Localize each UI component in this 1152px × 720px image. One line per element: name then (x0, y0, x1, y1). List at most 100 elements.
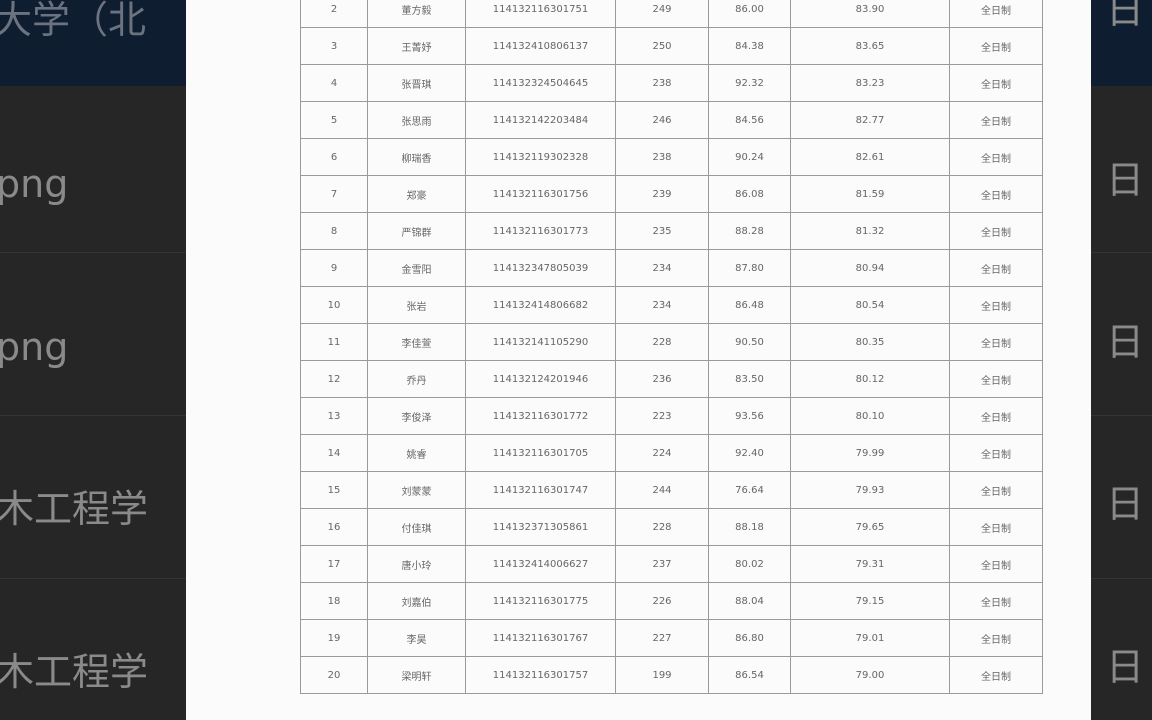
table-row: 9 金雪阳 114132347805039 234 87.80 80.94 全日制 (300, 249, 1043, 287)
table-row: 8 严锦群 114132116301773 235 88.28 81.32 全日制 (300, 212, 1043, 250)
bg-title: 大学（北 (0, 0, 147, 42)
table-cell: 76.64 (708, 471, 791, 509)
table-row: 17 唐小玲 114132414006627 237 80.02 79.31 全日制 (300, 545, 1043, 583)
table-cell: 244 (615, 471, 709, 509)
bg-date: 日 (1106, 158, 1145, 202)
table-cell: 81.32 (790, 212, 950, 250)
table-cell: 80.10 (790, 397, 950, 435)
table-cell: 全日制 (949, 27, 1043, 65)
table-cell: 全日制 (949, 286, 1043, 324)
table-cell: 郑豪 (367, 175, 466, 213)
table-cell: 88.18 (708, 508, 791, 546)
table-cell: 全日制 (949, 397, 1043, 435)
table-cell: 全日制 (949, 656, 1043, 694)
table-cell: 全日制 (949, 249, 1043, 287)
table-row: 11 李佳萱 114132141105290 228 90.50 80.35 全日制 (300, 323, 1043, 361)
table-cell: 79.01 (790, 619, 950, 657)
table-cell: 80.94 (790, 249, 950, 287)
table-cell: 114132116301775 (465, 582, 616, 620)
table-cell: 88.04 (708, 582, 791, 620)
table-cell: 4 (300, 64, 368, 102)
table-cell: 114132124201946 (465, 360, 616, 398)
table-row: 14 姚睿 114132116301705 224 92.40 79.99 全日制 (300, 434, 1043, 472)
table-row: 16 付佳琪 114132371305861 228 88.18 79.65 全日制 (300, 508, 1043, 546)
table-cell: 86.48 (708, 286, 791, 324)
table-cell: 235 (615, 212, 709, 250)
table-cell: 全日制 (949, 582, 1043, 620)
table-row: 4 张晋琪 114132324504645 238 92.32 83.23 全日制 (300, 64, 1043, 102)
table-cell: 238 (615, 64, 709, 102)
table-cell: 刘蒙蒙 (367, 471, 466, 509)
table-cell: 79.65 (790, 508, 950, 546)
table-cell: 全日制 (949, 212, 1043, 250)
table-cell: 乔丹 (367, 360, 466, 398)
table-cell: 114132116301705 (465, 434, 616, 472)
table-cell: 金雪阳 (367, 249, 466, 287)
table-cell: 严锦群 (367, 212, 466, 250)
table-cell: 张晋琪 (367, 64, 466, 102)
table-cell: 239 (615, 175, 709, 213)
table-cell: 13 (300, 397, 368, 435)
table-cell: 梁明轩 (367, 656, 466, 694)
table-cell: 7 (300, 175, 368, 213)
table-cell: 80.54 (790, 286, 950, 324)
table-cell: 5 (300, 101, 368, 139)
table-cell: 83.90 (790, 0, 950, 28)
table-cell: 80.12 (790, 360, 950, 398)
table-row: 12 乔丹 114132124201946 236 83.50 80.12 全日制 (300, 360, 1043, 398)
table-cell: 114132141105290 (465, 323, 616, 361)
bg-date: 日 (1106, 0, 1145, 32)
table-cell: 227 (615, 619, 709, 657)
table-cell: 12 (300, 360, 368, 398)
table-cell: 80.02 (708, 545, 791, 583)
table-cell: 84.38 (708, 27, 791, 65)
table-row: 13 李俊泽 114132116301772 223 93.56 80.10 全日制 (300, 397, 1043, 435)
table-row: 5 张思雨 114132142203484 246 84.56 82.77 全日制 (300, 101, 1043, 139)
table-cell: 82.61 (790, 138, 950, 176)
table-cell: 刘嘉伯 (367, 582, 466, 620)
table-cell: 92.40 (708, 434, 791, 472)
table-cell: 90.50 (708, 323, 791, 361)
table-cell: 李昊 (367, 619, 466, 657)
table-cell: 88.28 (708, 212, 791, 250)
table-cell: 全日制 (949, 0, 1043, 28)
table-row: 20 梁明轩 114132116301757 199 86.54 79.00 全日制 (300, 656, 1043, 694)
table-cell: 79.93 (790, 471, 950, 509)
table-cell: 87.80 (708, 249, 791, 287)
table-cell: 付佳琪 (367, 508, 466, 546)
table-cell: 18 (300, 582, 368, 620)
table-row: 2 董方毅 114132116301751 249 86.00 83.90 全日制 (300, 0, 1043, 28)
table-cell: 223 (615, 397, 709, 435)
table-row: 10 张岩 114132414806682 234 86.48 80.54 全日制 (300, 286, 1043, 324)
table-cell: 79.15 (790, 582, 950, 620)
table-cell: 10 (300, 286, 368, 324)
table-cell: 全日制 (949, 175, 1043, 213)
table-row: 18 刘嘉伯 114132116301775 226 88.04 79.15 全日制 (300, 582, 1043, 620)
bg-item: png (0, 325, 69, 369)
table-cell: 86.80 (708, 619, 791, 657)
table-cell: 86.54 (708, 656, 791, 694)
table-cell: 83.23 (790, 64, 950, 102)
table-cell: 246 (615, 101, 709, 139)
table-cell: 81.59 (790, 175, 950, 213)
bg-item: 木工程学 (0, 487, 149, 531)
table-cell: 李俊泽 (367, 397, 466, 435)
table-cell: 全日制 (949, 323, 1043, 361)
table-cell: 249 (615, 0, 709, 28)
bg-item: png (0, 162, 69, 206)
table-cell: 19 (300, 619, 368, 657)
table-cell: 250 (615, 27, 709, 65)
table-cell: 238 (615, 138, 709, 176)
table-row: 6 柳瑞香 114132119302328 238 90.24 82.61 全日制 (300, 138, 1043, 176)
table-cell: 16 (300, 508, 368, 546)
table-cell: 全日制 (949, 545, 1043, 583)
table-cell: 236 (615, 360, 709, 398)
table-cell: 82.77 (790, 101, 950, 139)
table-cell: 114132371305861 (465, 508, 616, 546)
table-cell: 84.56 (708, 101, 791, 139)
table-cell: 唐小玲 (367, 545, 466, 583)
table-cell: 114132116301757 (465, 656, 616, 694)
score-table: 2 董方毅 114132116301751 249 86.00 83.90 全日制 3 王菁妤 1… (300, 0, 1043, 694)
table-cell: 9 (300, 249, 368, 287)
table-row: 3 王菁妤 114132410806137 250 84.38 83.65 全日制 (300, 27, 1043, 65)
